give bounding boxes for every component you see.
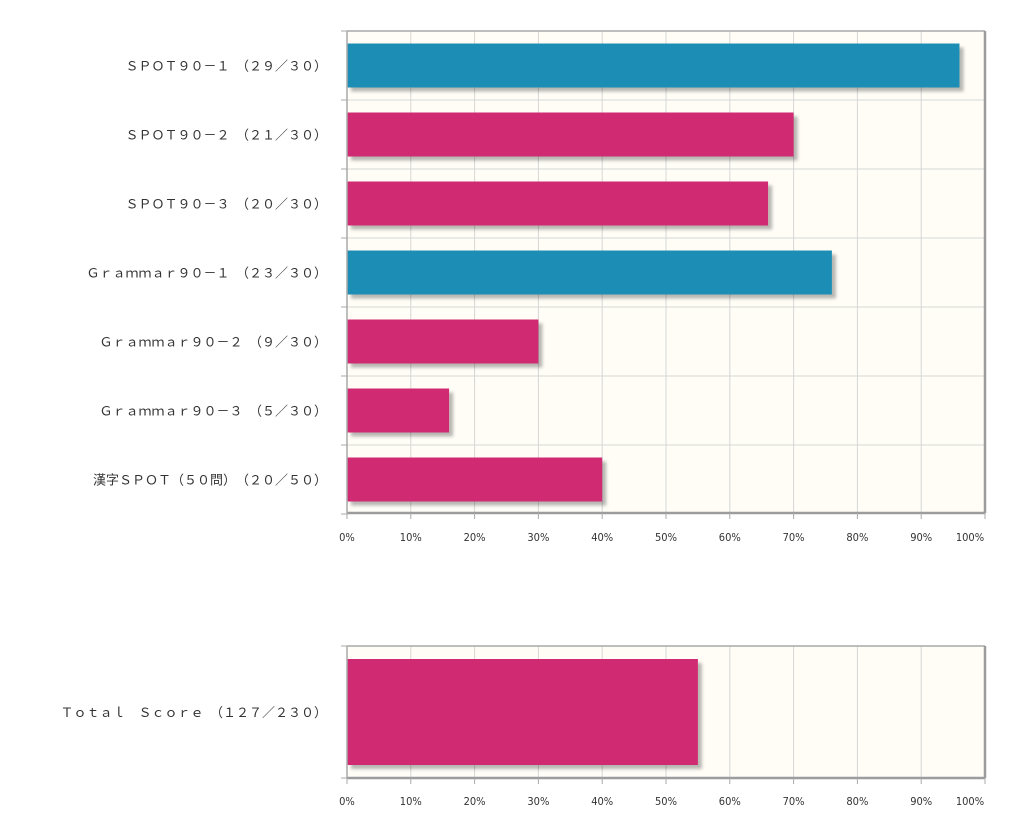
category-label: ＳＰＯＴ９０－１ （２９／３０）	[125, 60, 327, 75]
bar	[347, 112, 794, 157]
x-tick-label: 60%	[719, 795, 741, 808]
x-tick-label: 20%	[464, 531, 486, 544]
bar	[347, 388, 450, 433]
category-label: ＳＰＯＴ９０－３ （２０／３０）	[125, 198, 327, 213]
x-tick-label: 90%	[910, 531, 932, 544]
x-tick-label: 100%	[956, 531, 984, 544]
section-scores-chart: ＳＰＯＴ９０－１ （２９／３０） ＳＰＯＴ９０－２ （２１／３０） ＳＰＯＴ９０－３…	[86, 30, 987, 544]
x-tick-label: 60%	[719, 531, 741, 544]
x-tick-label: 40%	[591, 531, 613, 544]
x-tick-label: 10%	[400, 795, 422, 808]
x-tick-label: 0%	[339, 795, 355, 808]
bar	[347, 43, 960, 88]
x-tick-label: 50%	[655, 531, 677, 544]
x-tick-label: 70%	[783, 531, 805, 544]
bar	[347, 659, 698, 765]
x-tick-label: 10%	[400, 531, 422, 544]
category-label: Ｇｒａｍｍａｒ９０－１ （２３／３０）	[86, 267, 327, 282]
x-tick-label: 30%	[527, 531, 549, 544]
x-tick-label: 70%	[783, 795, 805, 808]
category-label: ＳＰＯＴ９０－２ （２１／３０）	[125, 129, 327, 144]
category-label: Ｔｏｔａｌ Ｓｃｏｒｅ （１２７／２３０）	[60, 706, 327, 721]
bar	[347, 181, 769, 226]
bar	[347, 319, 539, 364]
category-label: Ｇｒａｍｍａｒ９０－３ （５／３０）	[99, 405, 327, 420]
x-tick-label: 0%	[339, 531, 355, 544]
x-tick-label: 30%	[527, 795, 549, 808]
x-tick-label: 80%	[846, 795, 868, 808]
x-tick-label: 100%	[956, 795, 984, 808]
category-label: 漢字ＳＰＯＴ（５０問） （２０／５０）	[93, 474, 327, 489]
x-tick-label: 20%	[464, 795, 486, 808]
x-tick-label: 80%	[846, 531, 868, 544]
category-label: Ｇｒａｍｍａｒ９０－２ （９／３０）	[99, 336, 327, 351]
bar	[347, 457, 603, 502]
bar	[347, 250, 832, 295]
x-tick-label: 90%	[910, 795, 932, 808]
total-score-chart: Ｔｏｔａｌ Ｓｃｏｒｅ （１２７／２３０） 0% 10% 20% 30% 40% 50% 60…	[60, 645, 987, 808]
x-tick-label: 50%	[655, 795, 677, 808]
x-tick-label: 40%	[591, 795, 613, 808]
